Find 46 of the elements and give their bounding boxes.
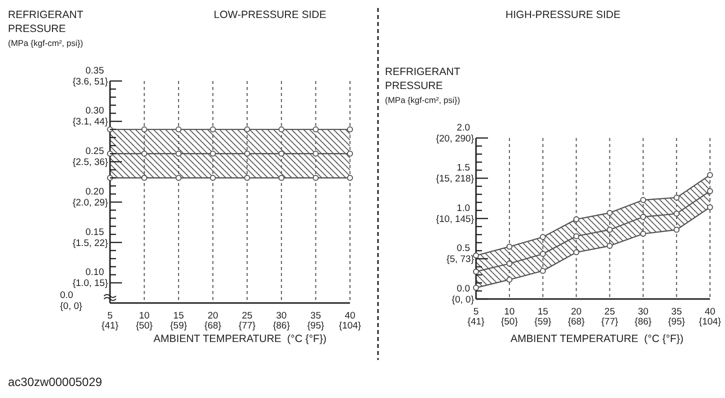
text: {0, 0} [452, 294, 474, 306]
y-tick-label: 0.30 [86, 106, 104, 117]
text: {15, 218} [436, 174, 474, 185]
x-tick-label: 40 {104} [338, 310, 362, 332]
y-tick-label: 0.0 [456, 283, 470, 294]
x-tick-label: 40 {104} [698, 306, 722, 328]
x-tick-label: 30 {86} [272, 310, 290, 332]
x-tick-label: 20 {68} [568, 306, 585, 328]
text: 0.0 {0, 0} [60, 290, 82, 312]
y-tick-label: 0.35 [86, 65, 104, 76]
x-axis-title: AMBIENT TEMPERATURE (°C {°F}) [510, 333, 684, 345]
y-tick-label: 2.0 [456, 122, 470, 134]
text: {20, 290} [436, 133, 474, 144]
y-tick-label: 1.5 [456, 162, 470, 174]
y-axis-title: REFRIGERANT PRESSURE (MPa {kgf-cm², psi}) [8, 8, 84, 50]
x-tick-label: 15 {59} [534, 306, 552, 328]
y-axis-title: REFRIGERANT PRESSURE (MPa {kgf-cm², psi}) [385, 65, 460, 107]
y-tick-label: 0.25 [86, 146, 104, 158]
x-tick-label: 30 {86} [634, 306, 652, 328]
x-tick-label: 35 {95} [668, 306, 686, 328]
chart-title: LOW-PRESSURE SIDE [212, 9, 328, 21]
x-tick-label: 10 {50} [500, 306, 518, 328]
y-tick-label: 0.5 [456, 243, 470, 254]
text: {2.5, 36} [72, 157, 108, 168]
x-axis-title: AMBIENT TEMPERATURE (°C {°F}) [152, 333, 328, 345]
y-tick-label: 0.10 [86, 267, 104, 278]
text: {1.0, 15} [72, 278, 108, 290]
x-tick-label: 25 {77} [238, 310, 256, 332]
x-tick-label: 10 {50} [136, 310, 153, 332]
text: {3.6, 51} [72, 76, 108, 88]
x-tick-label: 25 {77} [601, 306, 618, 328]
text: {2.0, 29} [72, 197, 108, 208]
x-tick-label: 20 {68} [204, 310, 222, 332]
x-tick-label: 5 {41} [102, 310, 118, 332]
text: ac30zw00005029 [8, 375, 102, 389]
y-tick-label: 0.15 [86, 226, 104, 238]
x-tick-label: 5 {41} [468, 306, 484, 328]
text: {3.1, 44} [72, 116, 108, 128]
text: {10, 145} [436, 214, 474, 225]
x-tick-label: 35 {95} [307, 310, 324, 332]
chart-title: HIGH-PRESSURE SIDE [504, 9, 622, 21]
text: {5, 73} [446, 254, 474, 266]
text: {1.5, 22} [72, 238, 108, 249]
x-tick-label: 15 {59} [170, 310, 188, 332]
y-tick-label: 1.0 [456, 202, 470, 214]
y-tick-label: 0.20 [86, 186, 104, 198]
